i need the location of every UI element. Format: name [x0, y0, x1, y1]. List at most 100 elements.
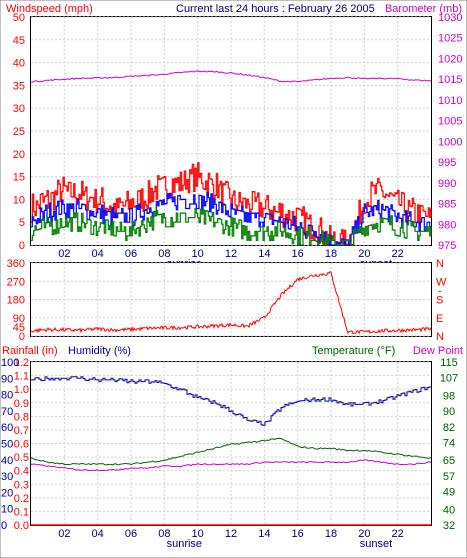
barometer-tick-label: 1010 [438, 95, 462, 107]
climate-sun-markers: sunrise sunset [167, 538, 393, 550]
direction-degree-label: 90 [13, 313, 25, 325]
hour-tick-label: 06 [125, 528, 137, 540]
rainfall-tick-label: 0.6 [14, 439, 29, 451]
hour-tick-label: 18 [325, 248, 337, 260]
rainfall-tick-label: 1.2 [14, 357, 29, 369]
direction-compass-label: E [436, 313, 443, 325]
sunset-label: sunset [360, 538, 392, 550]
hour-tick-label: 12 [225, 528, 237, 540]
barometer-ticks: 975 980 985 990 995 1000 1005 1010 1015 1020 1025 1… [438, 12, 462, 252]
humidity-axis-label: Humidity (%) [68, 345, 131, 357]
hour-tick-label: 20 [358, 528, 370, 540]
direction-compass-label: W [436, 276, 447, 288]
humidity-tick-label: 0 [1, 520, 7, 532]
rainfall-tick-label: 0.3 [14, 479, 29, 491]
hour-tick-label: 08 [158, 248, 170, 260]
humidity-ticks: 0 10 20 30 40 50 60 70 80 90 100 [1, 357, 19, 532]
climate-series [30, 376, 432, 526]
hour-tick-label: 22 [392, 528, 404, 540]
direction-compass-label: S [436, 295, 443, 307]
barometer-tick-label: 990 [438, 178, 456, 190]
hour-tick-label: 10 [192, 248, 204, 260]
barometer-tick-label: 1015 [438, 74, 462, 86]
hour-tick-label: 16 [292, 248, 304, 260]
windspeed-tick-label: 35 [13, 80, 25, 92]
rainfall-tick-label: 0.2 [14, 493, 29, 505]
windspeed-tick-label: 25 [13, 126, 25, 138]
barometer-axis-label: Barometer (mb) [385, 3, 462, 15]
windspeed-ticks: 0 5 10 15 20 25 30 35 40 45 50 [13, 12, 25, 252]
temperature-tick-label: 107 [440, 373, 458, 385]
rainfall-axis-label: Rainfall (in) [2, 345, 58, 357]
temperature-tick-label: 90 [443, 406, 455, 418]
barometer-tick-label: 985 [438, 199, 456, 211]
barometer-line [30, 70, 432, 83]
windspeed-tick-label: 0 [19, 240, 25, 252]
barometer-tick-label: 995 [438, 157, 456, 169]
humidity-line [31, 376, 432, 426]
direction-degree-label: 270 [7, 276, 25, 288]
temperature-tick-label: 65 [443, 455, 455, 467]
direction-series [30, 271, 432, 335]
rainfall-tick-label: 0.8 [14, 411, 29, 423]
hour-tick-label: 12 [225, 248, 237, 260]
temperature-tick-label: 57 [443, 471, 455, 483]
climate-hour-ticks: 02 04 06 08 10 12 14 16 18 20 22 [58, 528, 404, 540]
direction-compass-label: N [436, 258, 444, 270]
barometer-tick-label: 975 [438, 240, 456, 252]
windspeed-tick-label: 45 [13, 35, 25, 47]
direction-degree-label: 45 [13, 322, 25, 334]
rainfall-ticks: 0.0 0.10.2 0.30.4 0.50.6 0.7 0.80.9 1.01.1 1.2 [14, 357, 29, 532]
hour-tick-label: 08 [158, 528, 170, 540]
temperature-axis-label: Temperature (°F) [312, 345, 395, 357]
humidity-tick-label: 50 [1, 439, 13, 451]
hour-tick-label: 18 [325, 528, 337, 540]
rainfall-tick-label: 0.5 [14, 452, 29, 464]
direction-degree-label: 360 [7, 258, 25, 270]
humidity-tick-label: 100 [1, 357, 19, 369]
wind-low-line [31, 207, 432, 246]
temperature-tick-label: 115 [440, 357, 458, 369]
temperature-tick-label: 98 [443, 390, 455, 402]
barometer-tick-label: 980 [438, 219, 456, 231]
hour-tick-label: 04 [92, 528, 104, 540]
humidity-tick-label: 40 [1, 455, 13, 467]
barometer-tick-label: 1025 [438, 33, 462, 45]
rainfall-tick-label: 0.0 [14, 520, 29, 532]
hour-tick-label: 04 [92, 248, 104, 260]
humidity-tick-label: 20 [1, 487, 13, 499]
rainfall-tick-label: 0.9 [14, 398, 29, 410]
temperature-tick-label: 40 [443, 504, 455, 516]
humidity-tick-label: 90 [1, 373, 13, 385]
humidity-tick-label: 80 [1, 390, 13, 402]
climate-panel: 0.00.10.20.30.40.50.60.70.80.91.01.11.2 … [1, 345, 463, 550]
direction-compass-label: N [436, 331, 444, 343]
temperature-line [30, 437, 432, 466]
wind-series [30, 70, 432, 246]
windspeed-tick-label: 10 [13, 194, 25, 206]
rainfall-tick-label: 0.1 [14, 506, 29, 518]
wind-direction-line [30, 271, 432, 335]
temperature-ticks: 32 40 49 57 65 74 82 90 98 107 115 [440, 357, 458, 532]
windspeed-tick-label: 50 [13, 12, 25, 24]
barometer-tick-label: 1020 [438, 53, 462, 65]
sunrise-label: sunrise [167, 538, 202, 550]
chart-title: Current last 24 hours : February 26 2005 [176, 3, 375, 15]
direction-grid [31, 262, 431, 337]
windspeed-tick-label: 30 [13, 103, 25, 115]
windspeed-tick-label: 5 [19, 217, 25, 229]
direction-degree-label: 0 [19, 331, 25, 343]
hour-tick-label: 14 [258, 248, 270, 260]
hour-tick-label: 02 [58, 528, 70, 540]
temperature-tick-label: 32 [443, 520, 455, 532]
hour-tick-label: 22 [392, 248, 404, 260]
dewpoint-line [31, 459, 432, 472]
barometer-tick-label: 1000 [438, 136, 462, 148]
windspeed-tick-label: 15 [13, 172, 25, 184]
direction-degree-label: 180 [7, 295, 25, 307]
